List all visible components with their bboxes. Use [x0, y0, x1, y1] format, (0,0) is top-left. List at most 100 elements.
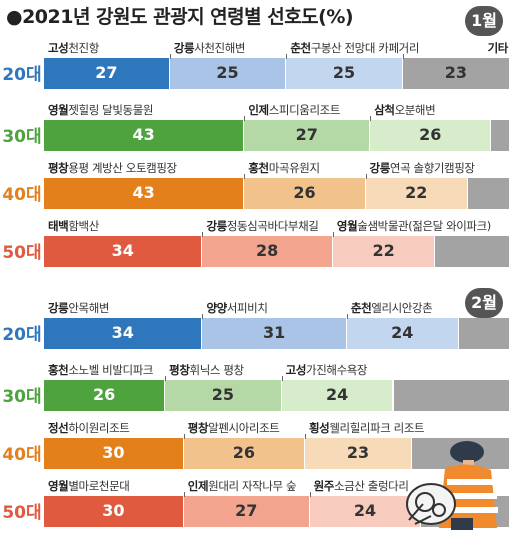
bar-segment: [435, 236, 510, 267]
bar-value-label: 34: [111, 323, 134, 342]
bar-segment: 26: [44, 380, 166, 411]
bar-segment: 28: [202, 236, 333, 267]
region-name: 강릉: [173, 41, 195, 55]
bar-segment: 30: [44, 438, 184, 469]
place-name: 서피비치: [226, 301, 268, 315]
bar-segment: 23: [304, 438, 413, 469]
region-name: 태백: [48, 219, 69, 233]
place-label: 홍천마곡유원지: [248, 160, 320, 176]
region-name: 강릉: [369, 161, 391, 175]
place-label: 영월젯힐링 달빛동물원: [48, 102, 153, 118]
label-tick: [165, 376, 167, 381]
place-label: 강릉연곡 솔향기캠핑장: [370, 160, 475, 176]
region-name: 영월: [48, 103, 69, 117]
place-label: 영월별마로천문대: [48, 478, 130, 494]
label-tick: [169, 54, 171, 59]
region-name: 평창: [48, 161, 69, 175]
place-label: 평창휘닉스 평창: [169, 362, 244, 378]
bar-segment: 26: [183, 438, 305, 469]
label-tick: [332, 232, 334, 237]
bar-segment: 25: [286, 58, 403, 89]
bar-value-label: 24: [391, 323, 414, 342]
bar-segment: 27: [44, 58, 170, 89]
place-name: 정동심곡바다부채길: [226, 219, 319, 233]
place-label: 홍천소노벨 비발디파크: [48, 362, 153, 378]
age-label: 30대: [2, 127, 42, 147]
place-name: 안목해변: [68, 301, 110, 315]
bar-value-label: 25: [332, 63, 356, 82]
age-label: 20대: [2, 65, 42, 85]
region-name: 홍천: [48, 363, 69, 377]
place-label: 정선하이원리조트: [48, 420, 130, 436]
bar-segment: 27: [244, 120, 371, 151]
place-name: 가진해수욕장: [306, 363, 368, 377]
label-tick: [309, 492, 311, 497]
bar-segment: [393, 380, 510, 411]
place-name: 하이원리조트: [68, 421, 130, 435]
bar-segment: 24: [346, 318, 459, 349]
place-label: 인제스피디움리조트: [248, 102, 340, 118]
region-name: 홍천: [248, 161, 269, 175]
region-name: 횡성: [308, 421, 330, 435]
place-label: 춘천엘리시안강촌: [350, 300, 433, 316]
bar-value-label: 27: [295, 125, 318, 144]
bar-value-label: 30: [102, 501, 125, 520]
label-tick: [183, 492, 185, 497]
place-label: 강릉정동심곡바다부채길: [206, 218, 318, 234]
region-name: 인제: [187, 479, 209, 493]
place-name: 엘리시안강촌: [371, 301, 433, 315]
age-label: 40대: [2, 185, 42, 205]
bar-value-label: 27: [235, 501, 258, 520]
place-label: 강릉사천진해변: [173, 40, 246, 56]
place-name: 소금산 출렁다리: [333, 479, 409, 493]
label-tick: [365, 174, 367, 179]
place-label: 양양서피비치: [206, 300, 268, 316]
place-name: 오분해변: [394, 103, 436, 117]
region-name: 평창: [169, 363, 190, 377]
region-name: 원주: [313, 479, 335, 493]
bar-value-label: 43: [132, 183, 155, 202]
place-label: 삼척오분해변: [374, 102, 436, 118]
bar-value-label: 34: [111, 241, 134, 260]
bar-value-label: 26: [232, 443, 255, 462]
place-name: 용평 계방산 오토캠핑장: [68, 161, 177, 175]
region-name: 삼척: [374, 103, 395, 117]
bar-value-label: 30: [102, 443, 125, 462]
bar-value-label: 24: [325, 385, 349, 404]
place-label: 평창알펜시아리조트: [188, 420, 280, 436]
region-name: 영월: [336, 219, 358, 233]
region-name: 강릉: [48, 301, 69, 315]
bar-value-label: 25: [211, 385, 235, 404]
month-badge-jan: 1월: [465, 6, 503, 36]
place-name: 별마로천문대: [68, 479, 130, 493]
bar-value-label: 23: [444, 63, 468, 82]
bar-segment: 25: [165, 380, 282, 411]
label-tick: [304, 434, 306, 439]
page-title: ●2021년 강원도 관광지 연령별 선호도(%): [6, 6, 354, 28]
place-label: 기타: [488, 40, 509, 56]
bar-segment: [491, 120, 510, 151]
place-name: 휘닉스 평창: [189, 363, 245, 377]
bar-segment: 34: [44, 318, 203, 349]
bar-value-label: 31: [263, 323, 286, 342]
age-label: 20대: [2, 325, 42, 345]
bar-segment: 24: [309, 496, 422, 527]
place-label: 횡성웰리힐리파크 리조트: [308, 420, 425, 436]
region-name: 고성: [285, 363, 307, 377]
bar-value-label: 22: [405, 183, 428, 202]
bar-segment: 43: [44, 178, 245, 209]
bar-segment: [468, 178, 510, 209]
bar-value-label: 43: [132, 125, 155, 144]
region-name: 춘천: [350, 301, 372, 315]
bar-segment: 22: [332, 236, 436, 267]
age-label: 30대: [2, 387, 42, 407]
place-name: 원대리 자작나무 숲: [208, 479, 297, 493]
label-tick: [183, 434, 185, 439]
bar-segment: 43: [44, 120, 245, 151]
bar-segment: 26: [370, 120, 492, 151]
label-tick: [370, 116, 372, 121]
label-tick: [402, 54, 404, 59]
place-name: 함백산: [68, 219, 99, 233]
place-name: 구봉산 전망대 카페거리: [310, 41, 420, 55]
